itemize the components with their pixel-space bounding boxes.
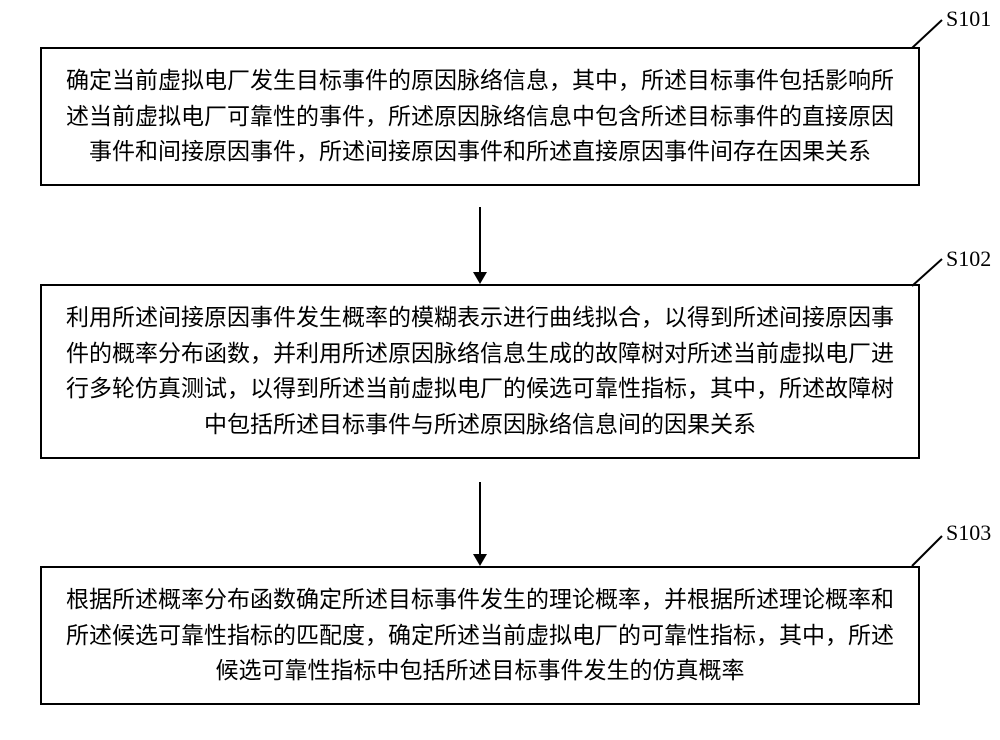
arrow-s101-s102 bbox=[479, 207, 481, 273]
flowchart-container: 确定当前虚拟电厂发生目标事件的原因脉络信息，其中，所述目标事件包括影响所述当前虚… bbox=[0, 0, 1000, 740]
node-label-s102: S102 bbox=[946, 246, 991, 272]
node-text: 根据所述概率分布函数确定所述目标事件发生的理论概率，并根据所述理论概率和所述候选… bbox=[66, 587, 894, 683]
arrow-head-s101-s102 bbox=[473, 272, 487, 284]
node-text: 利用所述间接原因事件发生概率的模糊表示进行曲线拟合，以得到所述间接原因事件的概率… bbox=[66, 305, 894, 437]
flow-node-s101: 确定当前虚拟电厂发生目标事件的原因脉络信息，其中，所述目标事件包括影响所述当前虚… bbox=[40, 47, 920, 186]
flow-node-s102: 利用所述间接原因事件发生概率的模糊表示进行曲线拟合，以得到所述间接原因事件的概率… bbox=[40, 284, 920, 459]
arrow-head-s102-s103 bbox=[473, 554, 487, 566]
leader-line-s103 bbox=[908, 530, 948, 570]
flow-node-s103: 根据所述概率分布函数确定所述目标事件发生的理论概率，并根据所述理论概率和所述候选… bbox=[40, 566, 920, 705]
leader-line-s101 bbox=[908, 14, 948, 54]
node-label-s103: S103 bbox=[946, 520, 991, 546]
leader-line-s102 bbox=[908, 254, 948, 294]
node-text: 确定当前虚拟电厂发生目标事件的原因脉络信息，其中，所述目标事件包括影响所述当前虚… bbox=[66, 68, 894, 164]
node-label-s101: S101 bbox=[946, 6, 991, 32]
arrow-s102-s103 bbox=[479, 482, 481, 554]
